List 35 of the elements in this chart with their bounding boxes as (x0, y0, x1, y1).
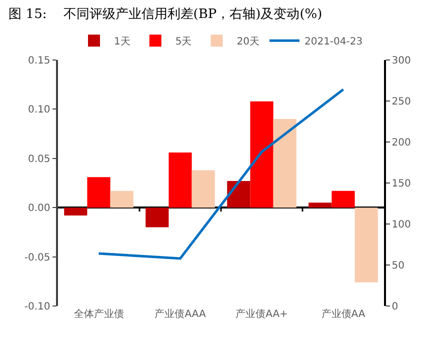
bar (250, 101, 274, 208)
y-tick-label: 0.15 (28, 56, 50, 66)
bar (87, 177, 110, 208)
legend-label: 20天 (236, 36, 260, 48)
bar (64, 208, 88, 216)
legend-label: 2021-04-23 (304, 36, 363, 48)
y2-tick-label: 300 (392, 56, 411, 66)
y-tick-label: 0.10 (28, 104, 50, 116)
x-tick-label: 全体产业债 (74, 308, 124, 320)
bar (273, 119, 296, 208)
bar (332, 190, 355, 208)
y-tick-label: -0.05 (24, 252, 50, 264)
bar (227, 181, 250, 208)
y-tick-label: 0.05 (28, 154, 50, 165)
x-tick-label: 产业债AAA (154, 308, 206, 320)
bar (192, 170, 215, 208)
y-tick-label: 0.00 (28, 203, 50, 214)
bar (146, 208, 169, 228)
legend-label: 1天 (114, 36, 130, 48)
x-tick-label: 产业债AA+ (236, 308, 288, 320)
y2-tick-label: 250 (392, 96, 411, 108)
y2-tick-label: 200 (392, 138, 411, 148)
chart-title: 图 15: 不同评级产业信用利差(BP，右轴)及变动(%) (8, 6, 322, 22)
x-tick-label: 产业债AA (321, 308, 366, 320)
bar (308, 202, 332, 208)
legend-label: 5天 (175, 36, 192, 48)
bar (110, 190, 134, 208)
line-series (98, 88, 344, 260)
y2-tick-label: 0 (392, 302, 398, 312)
bar (354, 208, 378, 282)
y-tick-label: -0.10 (24, 302, 50, 312)
bar (168, 152, 192, 208)
y2-tick-label: 50 (392, 260, 404, 272)
y2-tick-label: 100 (392, 220, 411, 230)
y2-tick-label: 150 (392, 178, 411, 190)
